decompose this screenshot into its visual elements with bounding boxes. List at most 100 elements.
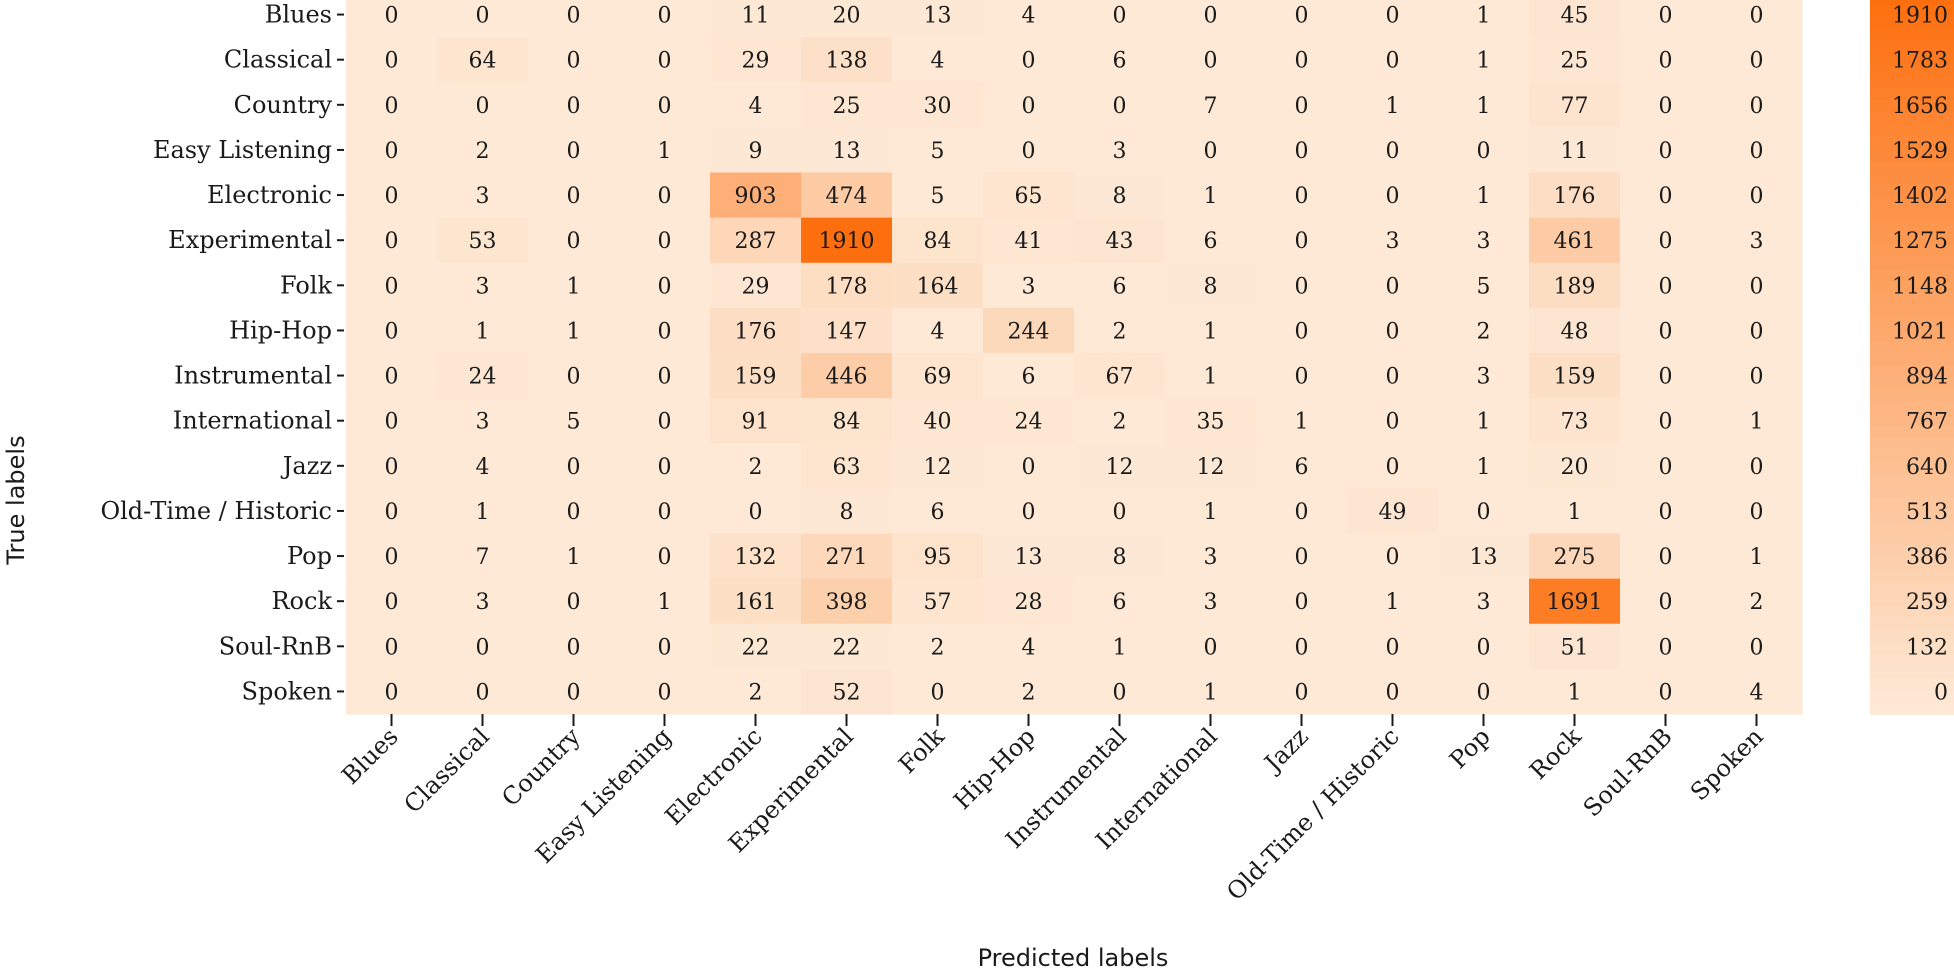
heatmap-cell — [1529, 353, 1621, 399]
heatmap-cell — [1711, 533, 1803, 580]
cell-value-label: 0 — [385, 184, 399, 209]
heatmap-cell — [1165, 307, 1257, 354]
heatmap-cell — [892, 668, 984, 715]
cell-value-label: 1 — [1386, 590, 1400, 615]
heatmap-cell — [1438, 82, 1530, 128]
cell-value-label: 1 — [1113, 635, 1127, 660]
heatmap-cell — [892, 623, 984, 670]
cell-value-label: 474 — [826, 184, 868, 209]
heatmap-cell — [619, 127, 711, 174]
cell-value-label: 1 — [1204, 365, 1218, 390]
heatmap-cell — [1711, 172, 1803, 219]
colorbar-segment — [1870, 172, 1954, 186]
heatmap-cell — [1620, 0, 1712, 38]
cell-value-label: 0 — [1295, 365, 1309, 390]
heatmap-cell — [346, 37, 438, 83]
heatmap-cell — [1074, 37, 1166, 83]
cell-value-label: 1 — [1204, 680, 1218, 705]
cell-value-label: 0 — [1295, 635, 1309, 660]
heatmap-cell — [528, 172, 620, 219]
cell-value-label: 0 — [385, 680, 399, 705]
heatmap-cell — [1165, 398, 1257, 444]
cell-value-label: 0 — [567, 139, 581, 164]
heatmap-cell — [892, 307, 984, 354]
colorbar-tick-label: 640 — [1906, 455, 1948, 480]
cell-value-label: 0 — [1659, 4, 1673, 29]
cell-value-label: 0 — [1659, 590, 1673, 615]
cell-value-label: 0 — [931, 680, 945, 705]
heatmap-cell — [801, 578, 893, 625]
cell-value-label: 0 — [1295, 545, 1309, 570]
cell-value-label: 6 — [931, 500, 945, 525]
y-tick-label: Pop — [287, 542, 332, 570]
heatmap-cell — [983, 0, 1075, 38]
heatmap-cell — [1529, 82, 1621, 128]
heatmap-cell — [1256, 307, 1348, 354]
heatmap-cell — [528, 307, 620, 354]
cell-value-label: 11 — [1561, 139, 1589, 164]
heatmap-cell — [346, 398, 438, 444]
y-tick-label: Old-Time / Historic — [100, 497, 332, 525]
colorbar-segment — [1870, 557, 1954, 571]
heatmap-cell — [801, 443, 893, 489]
heatmap-cell — [983, 172, 1075, 219]
cell-value-label: 178 — [826, 274, 868, 299]
colorbar-tick-label: 132 — [1906, 635, 1948, 660]
cell-value-label: 0 — [385, 545, 399, 570]
heatmap-cell — [1347, 307, 1439, 354]
cell-value-label: 0 — [658, 455, 672, 480]
cell-value-label: 0 — [567, 500, 581, 525]
cell-value-label: 3 — [1477, 590, 1491, 615]
cell-value-label: 0 — [1113, 500, 1127, 525]
cell-value-label: 3 — [1113, 139, 1127, 164]
cell-value-label: 0 — [385, 455, 399, 480]
heatmap-cell — [801, 488, 893, 535]
cell-value-label: 0 — [1022, 94, 1036, 119]
heatmap-cell — [1347, 533, 1439, 580]
cell-value-label: 0 — [1477, 139, 1491, 164]
colorbar-segment — [1870, 28, 1954, 41]
heatmap-cell — [710, 668, 802, 715]
colorbar-segment — [1870, 220, 1954, 234]
heatmap-cell — [346, 127, 438, 174]
heatmap-cell — [437, 443, 529, 489]
cell-value-label: 0 — [1750, 319, 1764, 344]
cell-value-label: 13 — [924, 4, 952, 29]
cell-value-label: 77 — [1561, 94, 1589, 119]
cell-value-label: 0 — [1659, 94, 1673, 119]
cell-value-label: 0 — [1659, 184, 1673, 209]
heatmap-cell — [346, 488, 438, 535]
cell-value-label: 0 — [1659, 455, 1673, 480]
cell-value-label: 7 — [1204, 94, 1218, 119]
colorbar-tick-label: 1656 — [1892, 94, 1948, 119]
heatmap-cell — [1347, 82, 1439, 128]
heatmap-cell — [1438, 623, 1530, 670]
colorbar-segment — [1870, 449, 1954, 463]
cell-value-label: 0 — [567, 229, 581, 254]
heatmap-cell — [1711, 398, 1803, 444]
cell-value-label: 4 — [749, 94, 763, 119]
colorbar-tick-label: 0 — [1934, 680, 1948, 705]
colorbar-tick-label: 1910 — [1892, 4, 1948, 29]
heatmap-cell — [528, 217, 620, 264]
y-tick-label: Spoken — [242, 677, 332, 705]
cell-value-label: 132 — [735, 545, 777, 570]
cell-value-label: 6 — [1113, 49, 1127, 74]
cell-value-label: 95 — [924, 545, 952, 570]
cell-value-label: 30 — [924, 94, 952, 119]
heatmap-cell — [892, 398, 984, 444]
heatmap-cell — [983, 398, 1075, 444]
cell-value-label: 0 — [658, 4, 672, 29]
heatmap-cell — [892, 82, 984, 128]
heatmap-cell — [437, 37, 529, 83]
cell-value-label: 1 — [567, 545, 581, 570]
heatmap-cell — [1711, 668, 1803, 715]
heatmap-cell — [1529, 217, 1621, 264]
cell-value-label: 0 — [1477, 635, 1491, 660]
cell-value-label: 0 — [476, 680, 490, 705]
heatmap-cell — [528, 82, 620, 128]
heatmap-cell — [619, 443, 711, 489]
cell-value-label: 0 — [1477, 680, 1491, 705]
y-tick-label: Country — [234, 91, 333, 119]
heatmap-cell — [1074, 398, 1166, 444]
